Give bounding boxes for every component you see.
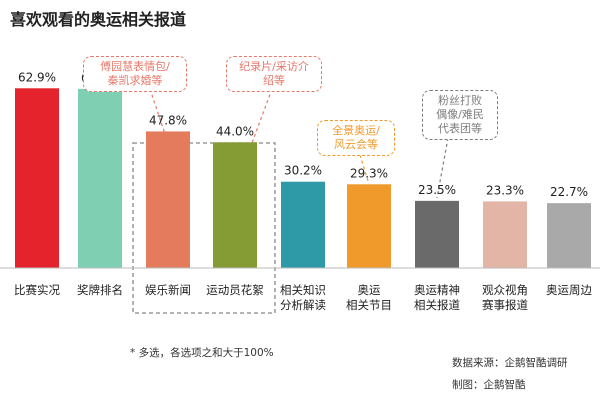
category-label-5: 相关知识 分析解读 [280,283,326,312]
category-label-8: 观众视角 赛事报道 [482,283,528,312]
callout-connector-3 [359,154,370,185]
bar-2 [78,88,122,268]
bar-8 [483,201,527,268]
callout-connectors [149,88,449,199]
callout-athlete: 纪录片/采访介 绍等 [226,56,322,92]
category-label-4: 运动员花絮 [206,283,264,297]
callout-connector-4 [436,137,449,199]
category-label-7: 奥运精神 相关报道 [414,283,460,312]
bar-value-label-7: 23.5% [418,183,456,197]
chart-title: 喜欢观看的奥运相关报道 [10,10,187,29]
bar-value-label-5: 30.2% [284,164,322,178]
bar-1 [15,88,59,269]
bar-value-label-1: 62.9% [18,70,56,84]
bar-value-label-8: 23.3% [486,183,524,197]
bar-4 [213,142,257,268]
credit-note: 制图：企鹅智酷 [452,379,526,391]
highlight-box [132,142,276,314]
bar-value-label-3: 47.8% [149,113,187,127]
callout-spirit: 粉丝打败 偶像/难民 代表团等 [422,90,498,140]
callout-connector-2 [251,88,273,144]
bar-value-label-6: 29.3% [350,166,388,180]
source-note: 数据来源：企鹅智酷调研 [452,357,568,369]
category-label-2: 奖牌排名 [77,283,123,297]
category-label-6: 奥运 相关节目 [346,283,392,312]
callout-programs: 全景奥运/ 风云会等 [317,120,395,156]
bar-9 [547,203,591,268]
category-label-3: 娱乐新闻 [145,283,191,297]
bar-5 [281,181,325,268]
bar-6 [347,184,391,268]
bar-3 [146,131,190,268]
footnote: * 多选，各选项之和大于100% [130,347,274,359]
category-label-1: 比赛实况 [14,283,60,297]
bar-value-label-4: 44.0% [216,124,254,138]
bar-7 [415,200,459,268]
bar-value-label-9: 22.7% [550,185,588,199]
category-label-9: 奥运周边 [546,283,592,297]
callout-entertainment: 傅园慧表情包/ 秦凯求婚等 [83,56,187,92]
